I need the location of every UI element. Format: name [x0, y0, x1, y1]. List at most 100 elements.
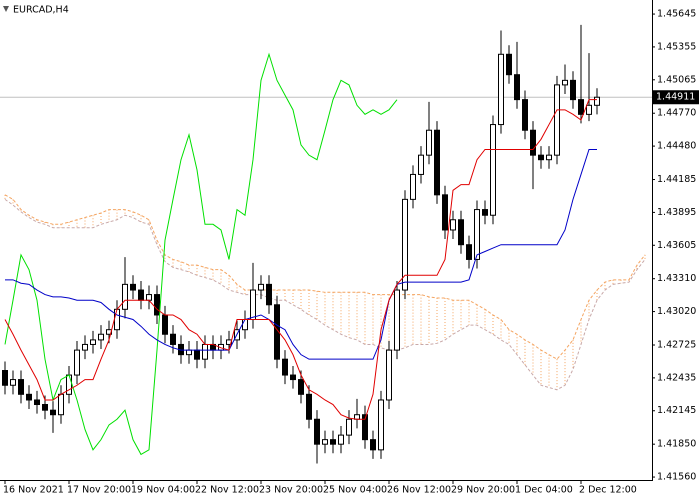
candle-body	[490, 124, 496, 216]
candle-body	[74, 349, 80, 376]
x-tick-label: 29 Nov 20:00	[451, 485, 515, 496]
cloud-span-line	[4, 194, 646, 360]
candle-body	[434, 129, 440, 196]
y-tick-label: 1.42145	[657, 405, 696, 416]
y-tick-label: 1.44185	[657, 174, 696, 185]
candle-body	[122, 283, 128, 310]
indicator-line	[5, 149, 597, 360]
current-price-box	[653, 90, 699, 105]
candle-body	[402, 198, 408, 291]
candle-body	[322, 439, 328, 445]
current-price-label: 1.44911	[656, 92, 695, 103]
y-tick-label: 1.45645	[657, 9, 696, 20]
y-tick-label: 1.41850	[657, 439, 696, 450]
candle-body	[154, 294, 160, 316]
x-tick-label: 2 Dec 12:00	[579, 485, 637, 496]
candle-body	[202, 343, 208, 360]
candle-body	[466, 244, 472, 260]
y-tick-label: 1.45065	[657, 74, 696, 85]
candle-body	[418, 154, 424, 175]
y-tick-label: 1.43020	[657, 306, 696, 317]
candle-body	[258, 283, 264, 291]
candle-body	[370, 439, 376, 451]
candle-body	[450, 219, 456, 231]
candle-body	[578, 99, 584, 115]
candle-body	[426, 129, 432, 156]
candle-body	[82, 343, 88, 351]
y-tick-label: 1.43605	[657, 240, 696, 251]
candle-body	[2, 370, 8, 386]
candle-body	[410, 173, 416, 200]
candle-body	[562, 79, 568, 86]
x-tick-label: 16 Nov 2021	[3, 485, 64, 496]
candle-body	[570, 79, 576, 101]
x-tick-label: 22 Nov 12:00	[195, 485, 259, 496]
candle-body	[442, 194, 448, 231]
candle-body	[98, 333, 104, 341]
candle-body	[346, 418, 352, 436]
candle-body	[34, 399, 40, 406]
x-tick-label: 25 Nov 04:00	[323, 485, 387, 496]
candle-body	[138, 289, 144, 301]
candle-body	[594, 96, 600, 106]
candle-body	[114, 308, 120, 331]
candle-body	[362, 414, 368, 441]
indicator-line	[4, 52, 398, 456]
y-tick-label: 1.41560	[657, 472, 696, 483]
candle-body	[18, 379, 24, 395]
candle-body	[146, 294, 152, 301]
x-tick-label: 23 Nov 20:00	[259, 485, 323, 496]
candle-body	[394, 289, 400, 351]
candle-body	[538, 154, 544, 161]
chart-title: EURCAD,H4	[13, 5, 69, 16]
candle-body	[506, 53, 512, 76]
candle-body	[26, 393, 32, 401]
candle-body	[242, 319, 248, 331]
x-tick-label: 19 Nov 04:00	[131, 485, 195, 496]
candle-body	[522, 99, 528, 131]
x-tick-label: 17 Nov 20:00	[67, 485, 131, 496]
candle-body	[194, 349, 200, 360]
candle-body	[50, 409, 56, 416]
candle-body	[250, 289, 256, 321]
y-tick-label: 1.45355	[657, 41, 696, 52]
x-tick-label: 1 Dec 04:00	[515, 485, 573, 496]
candle-body	[474, 209, 480, 260]
candle-body	[42, 404, 48, 411]
candle-body	[554, 84, 560, 156]
candle-body	[266, 283, 272, 306]
candle-body	[298, 379, 304, 395]
title-icon	[3, 6, 9, 12]
candle-body	[386, 349, 392, 401]
candle-body	[10, 379, 16, 386]
candle-body	[314, 418, 320, 445]
y-tick-label: 1.42725	[657, 340, 696, 351]
x-tick-label: 26 Nov 12:00	[387, 485, 451, 496]
candle-body	[90, 339, 96, 345]
candle-body	[170, 333, 176, 345]
candle-body	[514, 74, 520, 101]
candle-body	[66, 374, 72, 395]
y-tick-label: 1.44770	[657, 108, 696, 119]
candle-body	[338, 434, 344, 445]
y-tick-label: 1.42435	[657, 372, 696, 383]
candle-body	[546, 154, 552, 161]
candle-body	[586, 104, 592, 115]
indicator-line	[4, 99, 597, 420]
candle-body	[306, 393, 312, 420]
candle-body	[186, 349, 192, 356]
y-tick-label: 1.44480	[657, 141, 696, 152]
candle-body	[282, 358, 288, 376]
y-tick-label: 1.43310	[657, 273, 696, 284]
candle-body	[482, 209, 488, 216]
cloud-span-line	[4, 198, 646, 391]
candle-body	[458, 219, 464, 246]
candle-body	[274, 304, 280, 360]
candle-body	[530, 129, 536, 156]
y-tick-label: 1.43895	[657, 207, 696, 218]
candle-body	[330, 439, 336, 445]
candle-body	[290, 374, 296, 381]
